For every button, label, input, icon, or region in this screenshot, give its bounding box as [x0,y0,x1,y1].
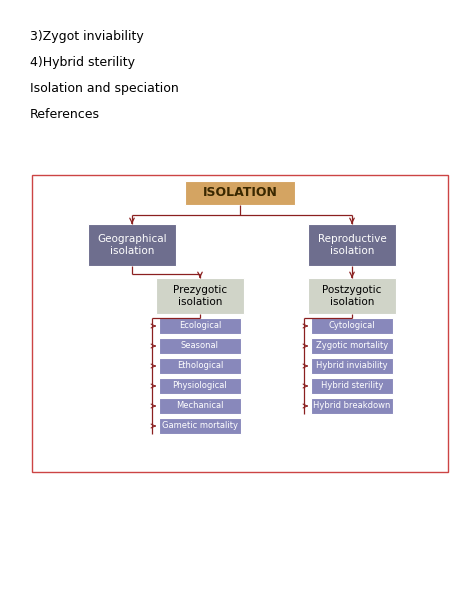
FancyBboxPatch shape [311,338,393,354]
FancyBboxPatch shape [311,358,393,374]
Text: ISOLATION: ISOLATION [202,186,277,199]
Text: Physiological: Physiological [173,381,228,390]
Text: Zygotic mortality: Zygotic mortality [316,341,388,351]
FancyBboxPatch shape [159,358,241,374]
FancyBboxPatch shape [311,378,393,394]
FancyBboxPatch shape [308,278,396,314]
Bar [32,175,448,472]
FancyBboxPatch shape [311,318,393,334]
Text: Reproductive
isolation: Reproductive isolation [318,234,386,256]
Text: 3)Zygot inviability: 3)Zygot inviability [30,30,144,43]
FancyBboxPatch shape [159,418,241,434]
Text: Isolation and speciation: Isolation and speciation [30,82,179,95]
FancyBboxPatch shape [159,378,241,394]
Text: Cytological: Cytological [328,321,375,330]
Text: Prezygotic
isolation: Prezygotic isolation [173,285,227,306]
Text: Ecological: Ecological [179,321,221,330]
Text: Hybrid inviability: Hybrid inviability [316,362,388,370]
Text: References: References [30,108,100,121]
FancyBboxPatch shape [159,318,241,334]
Text: Postzygotic
isolation: Postzygotic isolation [322,285,382,306]
Text: Mechanical: Mechanical [176,402,224,411]
FancyBboxPatch shape [159,338,241,354]
Text: Ethological: Ethological [177,362,223,370]
Text: 4)Hybrid sterility: 4)Hybrid sterility [30,56,135,69]
Text: Hybrid sterility: Hybrid sterility [321,381,383,390]
FancyBboxPatch shape [159,398,241,414]
FancyBboxPatch shape [311,398,393,414]
FancyBboxPatch shape [88,224,176,266]
Text: Seasonal: Seasonal [181,341,219,351]
FancyBboxPatch shape [308,224,396,266]
Text: Geographical
isolation: Geographical isolation [97,234,167,256]
FancyBboxPatch shape [185,181,295,205]
Text: Hybrid breakdown: Hybrid breakdown [313,402,391,411]
FancyBboxPatch shape [156,278,244,314]
Text: Gametic mortality: Gametic mortality [162,422,238,430]
